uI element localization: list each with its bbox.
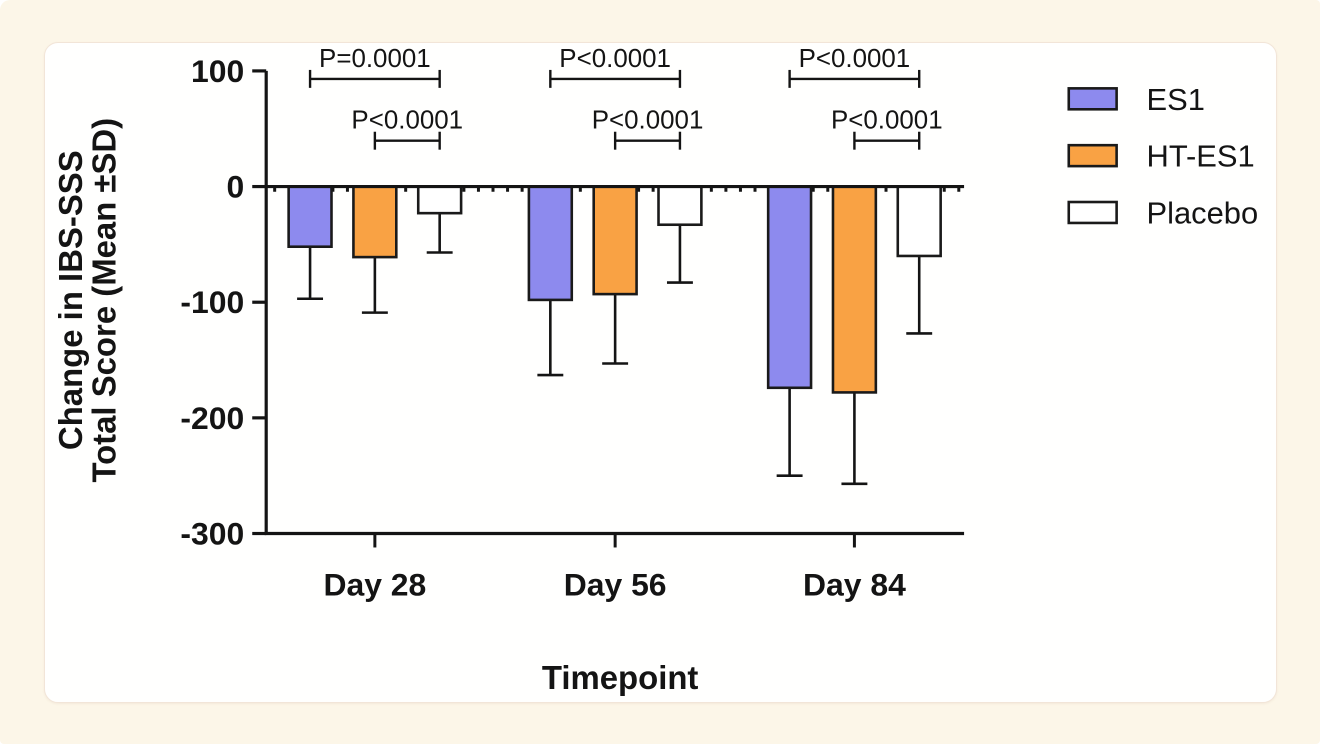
x-tick-label-day-56: Day 56 [564,566,667,602]
x-tick-label-day-28: Day 28 [323,566,426,602]
legend-label-placebo: Placebo [1147,195,1259,230]
significance-day-84-top-label: P<0.0001 [799,45,911,73]
significance-day-56-top-label: P<0.0001 [559,45,671,73]
legend-swatch-es1 [1067,87,1118,111]
chart-panel: 100 0 -100 -200 -300 Day 28 Day 56 Day 84 P=0.00… [44,42,1277,703]
y-tick-label-0: 0 [227,169,245,205]
bar-chart: 100 0 -100 -200 -300 Day 28 Day 56 Day 84 P=0.00… [52,45,1259,696]
significance-day-28-top-label: P=0.0001 [319,45,431,73]
bar-ht-es1-day-28 [352,185,398,259]
bar-placebo-day-28 [416,185,463,215]
significance-day-84-lower-label: P<0.0001 [831,107,943,135]
y-axis-title-line-2: Total Score (Mean ±SD) [86,118,123,483]
significance-day-56-lower-label: P<0.0001 [592,107,704,135]
legend-label-ht-es1: HT-ES1 [1147,139,1255,174]
bar-ht-es1-day-84 [831,185,878,394]
legend-label-es1: ES1 [1147,82,1205,117]
bar-placebo-day-56 [657,185,703,227]
bar-placebo-day-84 [896,185,942,258]
bar-es1-day-56 [527,185,574,302]
bar-es1-day-84 [766,185,813,390]
bar-es1-day-28 [287,185,333,248]
significance-day-28-lower-label: P<0.0001 [351,107,463,135]
legend-swatch-ht-es1 [1067,143,1118,168]
x-tick-label-day-84: Day 84 [803,566,906,602]
y-tick-label-100: 100 [191,53,244,89]
y-tick-label-100: -100 [180,284,244,320]
bar-ht-es1-day-56 [592,185,638,296]
y-tick-label-200: -200 [180,400,244,436]
y-axis-title-line-1: Change in IBS-SSS [52,150,89,450]
legend-swatch-placebo [1067,200,1118,225]
y-tick-label-300: -300 [180,515,244,551]
x-axis-title: Timepoint [542,659,699,696]
